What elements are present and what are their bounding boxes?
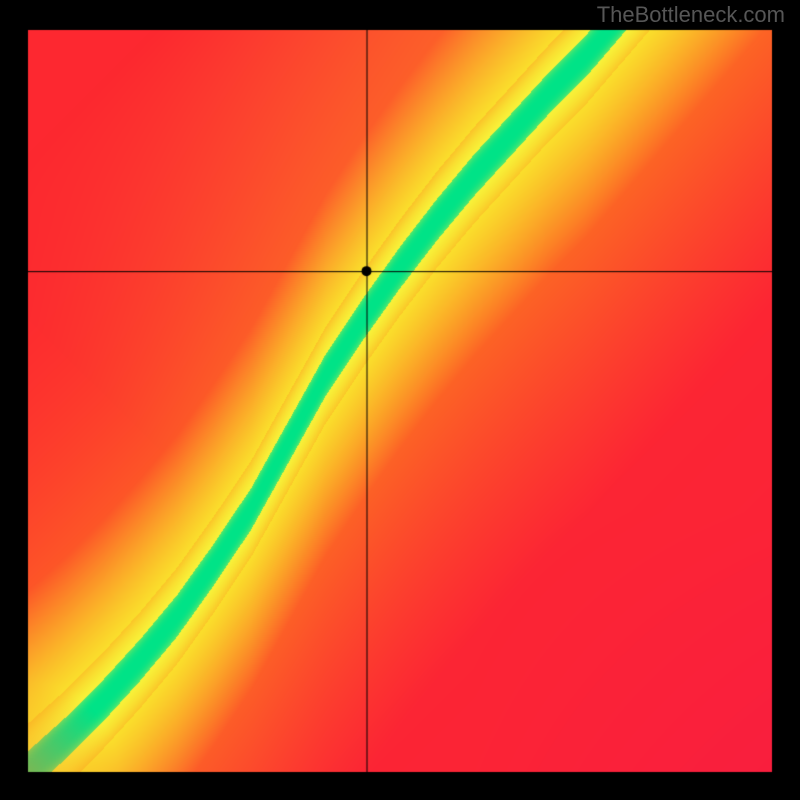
chart-container: TheBottleneck.com [0,0,800,800]
heatmap-canvas [0,0,800,800]
watermark-text: TheBottleneck.com [597,2,785,28]
